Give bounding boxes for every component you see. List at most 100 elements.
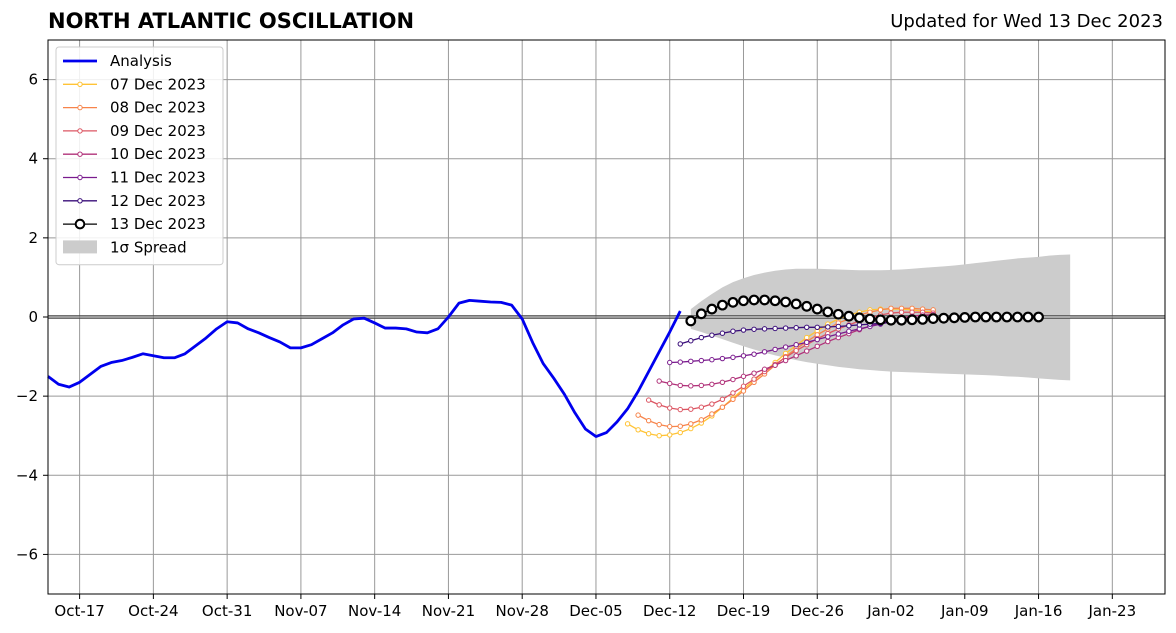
series-point [719, 404, 726, 410]
series-point [825, 338, 831, 345]
series-point [677, 382, 683, 389]
series-point [677, 423, 683, 429]
y-axis: −6 −4 −2 0 2 4 6 [16, 71, 48, 563]
series-line [47, 298, 682, 438]
series-point [846, 328, 852, 334]
legend-label: 13 Dec 2023 [110, 215, 206, 233]
legend-label: 09 Dec 2023 [110, 122, 206, 140]
legend-marker [77, 198, 83, 204]
series-point [917, 313, 929, 325]
series-point [730, 354, 736, 361]
series-point [656, 378, 662, 384]
series-point [856, 322, 863, 328]
series-point [835, 323, 842, 330]
series-point [688, 358, 694, 365]
series-point [927, 313, 939, 324]
series-point [709, 411, 715, 417]
series-point [825, 334, 831, 340]
series-point [948, 312, 960, 324]
series-point [709, 401, 715, 407]
series-point [761, 349, 768, 355]
series-point [719, 396, 726, 403]
series-point [738, 295, 749, 307]
series-point [811, 303, 823, 315]
series-point [751, 326, 757, 332]
series-point [688, 425, 694, 432]
y-tick-label: 2 [28, 229, 38, 247]
x-tick-label: Dec-12 [643, 602, 697, 620]
series-point [719, 379, 726, 385]
series-point [938, 312, 950, 324]
series-point [864, 313, 876, 325]
legend-marker [77, 174, 83, 181]
series-point [730, 396, 736, 403]
x-tick-label: Dec-26 [790, 602, 844, 620]
x-tick-label: Nov-21 [422, 602, 475, 620]
legend-spread-swatch [63, 240, 97, 254]
series-point [990, 311, 1002, 323]
series-point [875, 314, 886, 326]
series-point [888, 310, 894, 316]
series-point [772, 346, 778, 353]
x-tick-label: Oct-24 [128, 602, 178, 620]
series-point [698, 334, 705, 341]
series-point [645, 397, 652, 403]
legend-label: 07 Dec 2023 [110, 75, 206, 93]
series-point [688, 406, 694, 412]
series-point [822, 306, 834, 318]
legend-marker [74, 218, 86, 230]
series-point [727, 296, 739, 308]
series-point [793, 353, 799, 359]
series-point [695, 308, 707, 320]
series-point [814, 336, 820, 343]
series-point [769, 295, 781, 307]
series-point [667, 359, 673, 366]
series-point [698, 382, 705, 389]
legend-marker [77, 151, 83, 157]
series-point [1001, 311, 1013, 323]
series-point [656, 402, 662, 408]
legend-marker [77, 81, 83, 88]
series-line [648, 311, 934, 411]
series-point [759, 294, 770, 306]
x-tick-label: Jan-23 [1087, 602, 1136, 620]
series-point [677, 406, 683, 413]
legend-marker [77, 128, 83, 134]
series-point [780, 296, 792, 308]
series-point [698, 404, 705, 410]
series-point [698, 417, 705, 423]
series-7 [685, 294, 1044, 327]
legend-label: 10 Dec 2023 [110, 145, 206, 163]
series-point [698, 357, 705, 364]
series-point [790, 298, 802, 310]
series-point [1022, 311, 1034, 323]
series-point [835, 331, 842, 337]
series-point [740, 327, 747, 333]
chart-subtitle: Updated for Wed 13 Dec 2023 [890, 11, 1163, 32]
series-point [898, 309, 905, 315]
legend-label: Analysis [110, 52, 172, 70]
x-tick-label: Dec-19 [717, 602, 771, 620]
x-tick-label: Jan-02 [866, 602, 915, 620]
series-point [772, 325, 778, 332]
series-point [667, 432, 673, 438]
series-point [685, 315, 697, 327]
x-tick-label: Jan-09 [940, 602, 989, 620]
series-point [804, 339, 810, 346]
series-point [688, 338, 694, 344]
series-point [980, 311, 992, 323]
x-tick-label: Nov-28 [496, 602, 549, 620]
series-point [719, 330, 726, 336]
series-point [761, 326, 768, 332]
series-point [793, 347, 799, 354]
y-tick-label: −6 [16, 545, 38, 563]
series-point [877, 307, 884, 313]
series-point [804, 324, 810, 330]
series-point [656, 433, 662, 439]
series-point [959, 311, 971, 323]
series-point [969, 311, 981, 323]
series-point [751, 351, 757, 357]
legend: Analysis 07 Dec 2023 08 Dec 2023 09 Dec 202… [55, 46, 224, 266]
x-tick-label: Nov-14 [348, 602, 401, 620]
series-point [751, 376, 757, 382]
